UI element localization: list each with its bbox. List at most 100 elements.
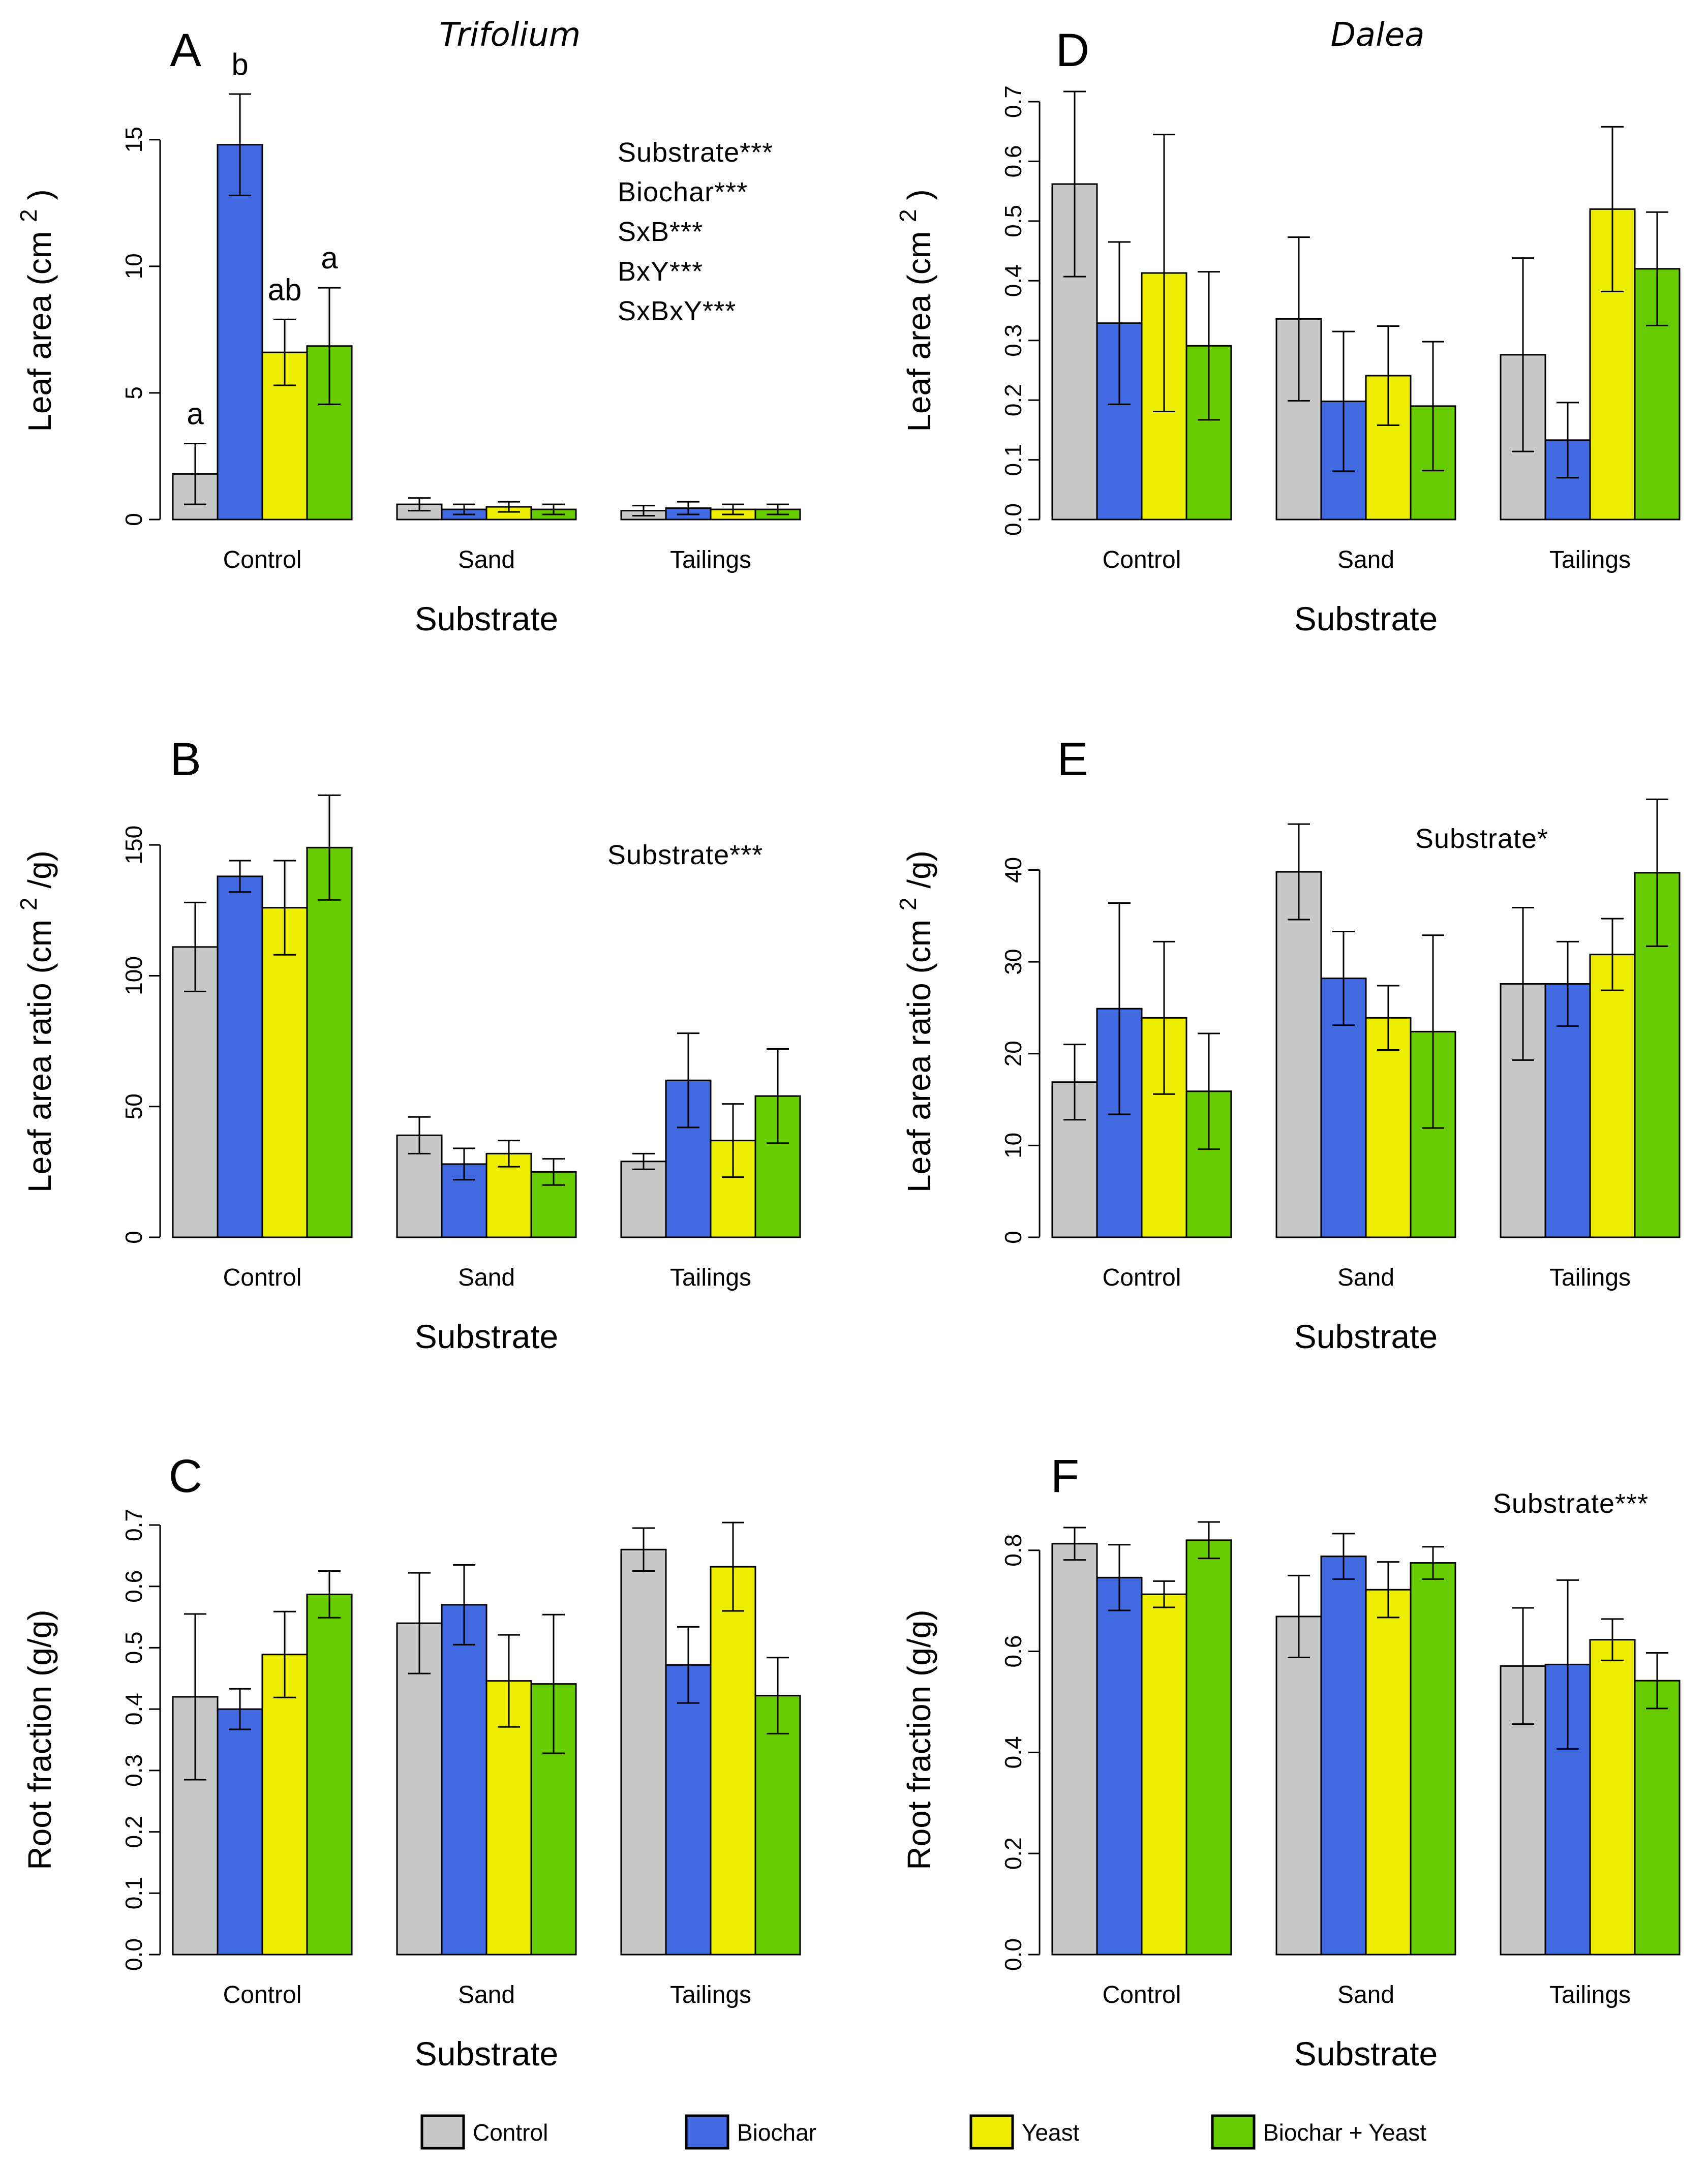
y-tick-label: 0.6 — [1000, 1635, 1026, 1668]
panel-b: B 0 50 100 150 Leaf area ratio (cm 2 /g) Contr… — [15, 734, 801, 1355]
bar-tailings-biochar — [665, 1664, 712, 1956]
error-bar — [632, 505, 655, 517]
significance-letter: a — [321, 241, 338, 275]
y-tick-label: 0.7 — [120, 1509, 147, 1541]
x-axis-title: Substrate — [1294, 1318, 1438, 1355]
significance-letter: b — [231, 47, 248, 81]
category-label: Control — [1103, 546, 1181, 573]
y-tick-label: 0.5 — [120, 1631, 147, 1664]
error-bar — [1557, 402, 1579, 479]
bar-control-yeast — [1141, 1593, 1187, 1956]
bar-sand-biochar-yeast — [1410, 1562, 1456, 1956]
y-tick-label: 15 — [120, 127, 147, 153]
panel-c: C 0.0 0.1 0.2 0.3 0.4 0.5 0.6 0.7 Root fraction (… — [21, 1450, 801, 2072]
category-label: Sand — [458, 546, 515, 573]
y-tick-label: 0.6 — [120, 1570, 147, 1603]
stat-annotation: SxBxY*** — [618, 296, 736, 326]
error-bar — [1108, 1544, 1131, 1611]
bar-tailings-yeast — [710, 1566, 756, 1956]
error-bar — [1557, 940, 1579, 1027]
y-axis-title: Leaf area (cm 2 ) — [15, 189, 58, 432]
category-label: Control — [223, 1264, 302, 1291]
y-tick-label: 5 — [120, 386, 147, 400]
error-bar — [1198, 1521, 1220, 1560]
y-tick-label: 0.4 — [120, 1693, 147, 1725]
bar-sand-biochar — [441, 1604, 487, 1956]
error-bar — [498, 501, 520, 513]
error-bar — [1332, 330, 1355, 472]
bar-sand-yeast — [485, 1152, 532, 1238]
y-tick-label: 0.0 — [1000, 503, 1026, 536]
bar-control-biochar-yeast — [306, 1593, 353, 1956]
error-bar — [1288, 1574, 1310, 1658]
panel-label: B — [170, 734, 201, 785]
significance-letter: a — [187, 397, 204, 431]
error-bar — [1332, 1533, 1355, 1580]
error-bar — [1288, 236, 1310, 402]
error-bar — [1422, 934, 1444, 1129]
error-bar — [1063, 1527, 1086, 1561]
y-tick-label: 10 — [120, 253, 147, 279]
error-bar — [1108, 241, 1131, 405]
bar-control-biochar — [217, 875, 263, 1238]
y-tick-label: 0 — [120, 1231, 147, 1244]
bar-control-yeast — [261, 907, 308, 1238]
legend-swatch — [969, 2114, 1014, 2150]
error-bar — [767, 1048, 789, 1144]
error-bar — [1288, 823, 1310, 921]
legend-label: Biochar — [737, 2119, 816, 2146]
stat-annotation: Substrate*** — [607, 840, 763, 870]
category-label: Control — [223, 546, 302, 573]
y-tick-label: 0.2 — [1000, 1837, 1026, 1870]
error-bar — [318, 1570, 341, 1619]
panel-label: C — [169, 1450, 202, 1502]
y-axis-title: Root fraction (g/g) — [21, 1609, 58, 1870]
bar-tailings-yeast — [1589, 954, 1636, 1238]
error-bar — [453, 1564, 475, 1645]
y-tick-label: 20 — [1000, 1041, 1026, 1066]
legend-swatch — [685, 2114, 729, 2150]
y-tick-label: 50 — [120, 1093, 147, 1119]
error-bar — [632, 1527, 655, 1572]
y-tick-label: 150 — [120, 826, 147, 865]
x-axis-title: Substrate — [415, 2035, 559, 2072]
category-label: Sand — [458, 1264, 515, 1291]
bar-control-biochar-yeast — [306, 846, 353, 1238]
y-tick-label: 0.8 — [1000, 1534, 1026, 1567]
error-bar — [408, 497, 431, 512]
y-tick-label: 0.4 — [1000, 264, 1026, 297]
y-axis-title: Leaf area ratio (cm 2 /g) — [895, 850, 937, 1193]
stat-annotation: BxY*** — [618, 256, 703, 287]
error-bar — [677, 1626, 699, 1704]
error-bar — [184, 1613, 206, 1781]
error-bar — [722, 1103, 744, 1178]
stat-annotation: Substrate*** — [1493, 1488, 1649, 1519]
species-title-left: Trifolium — [439, 16, 581, 54]
error-bar — [498, 1140, 520, 1168]
error-bar — [1153, 940, 1175, 1095]
bar-control-biochar — [217, 1708, 263, 1956]
error-bar — [722, 1521, 744, 1612]
species-title-right: Dalea — [1331, 16, 1425, 54]
panel-f: F 0.0 0.2 0.4 0.6 0.8 Root fraction (g/g) Contr… — [901, 1450, 1681, 2072]
error-bar — [767, 503, 789, 515]
error-bar — [318, 287, 341, 405]
y-tick-label: 0.3 — [1000, 324, 1026, 357]
legend-swatch — [1211, 2114, 1256, 2150]
error-bar — [1646, 798, 1668, 947]
stat-annotation: Substrate*** — [618, 137, 773, 168]
error-bar — [1063, 1044, 1086, 1121]
error-bar — [767, 1657, 789, 1734]
stat-annotation: SxB*** — [618, 217, 703, 247]
panel-e: E 0 10 20 30 40 Leaf area ratio (cm 2 /g) Contr… — [895, 734, 1681, 1355]
panel-label: D — [1056, 24, 1089, 76]
y-tick-label: 0.0 — [1000, 1938, 1026, 1971]
y-tick-label: 0.2 — [1000, 384, 1026, 416]
y-tick-label: 0.5 — [1000, 205, 1026, 237]
error-bar — [722, 503, 744, 515]
legend-label: Yeast — [1022, 2119, 1080, 2146]
error-bar — [498, 1634, 520, 1728]
error-bar — [542, 1613, 565, 1754]
error-bar — [273, 1610, 296, 1698]
